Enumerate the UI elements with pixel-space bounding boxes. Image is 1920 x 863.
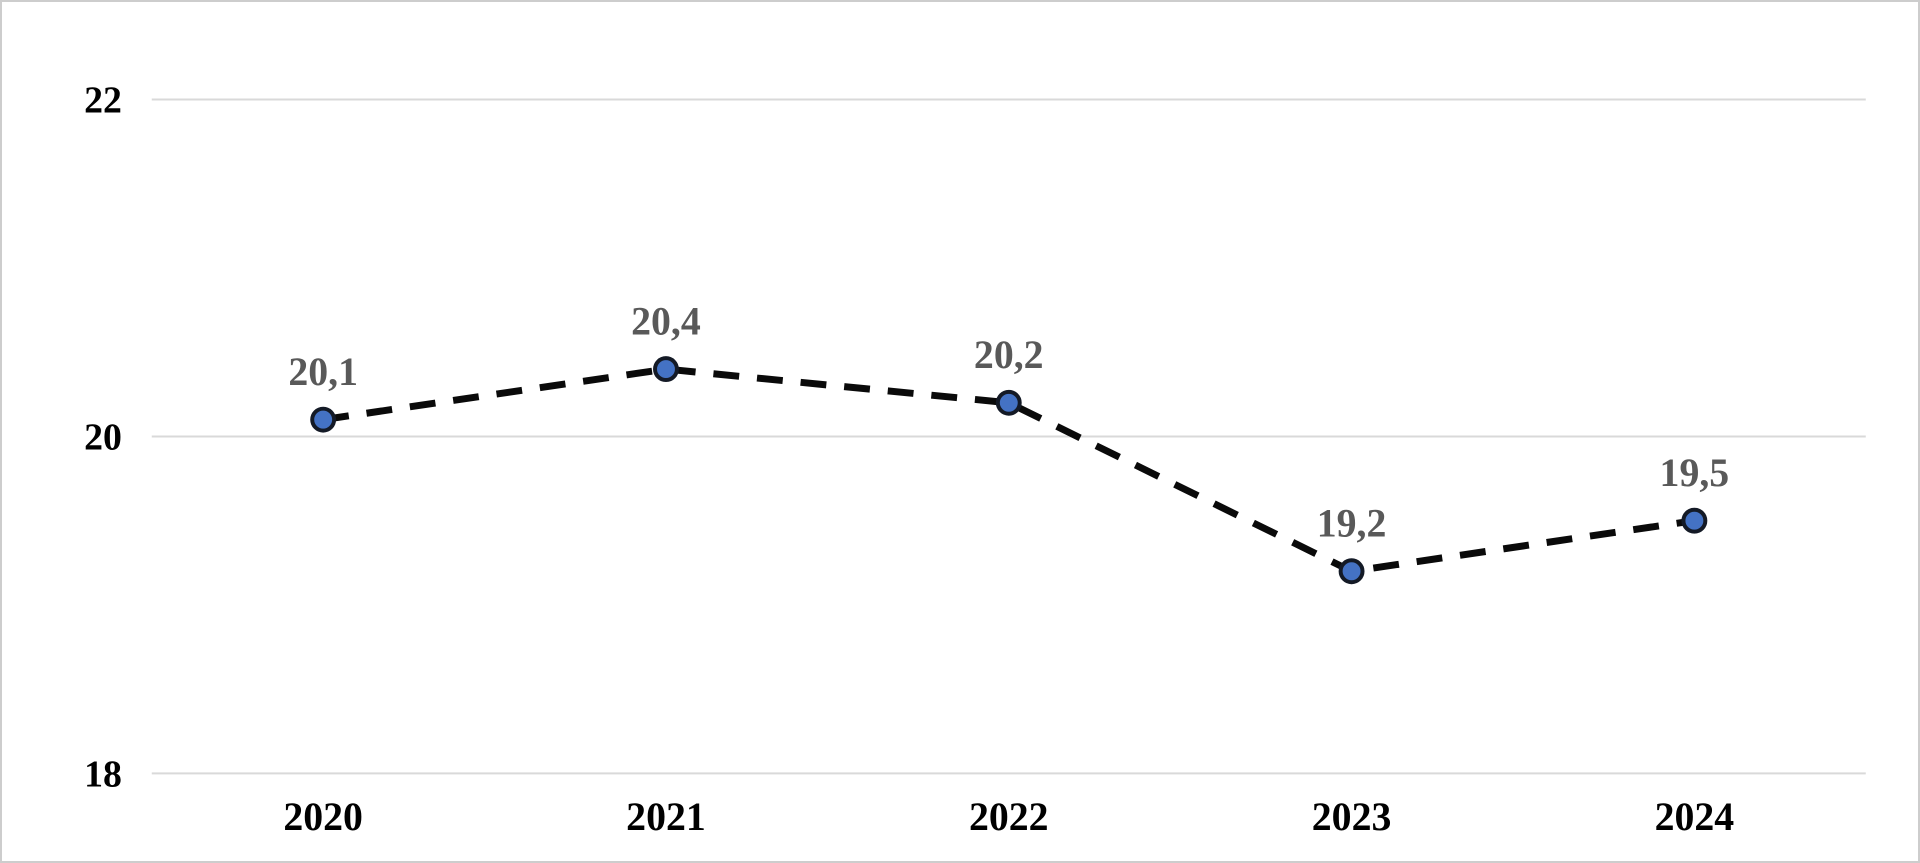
data-labels-layer: 20,1 20,4 20,2 19,2 19,5: [288, 299, 1729, 545]
data-point-marker: [310, 406, 337, 433]
gridlines-layer: [151, 98, 1866, 775]
data-point-label: 19,2: [1317, 501, 1387, 545]
data-point-marker: [1338, 558, 1365, 585]
x-axis-tick-label: 2021: [626, 795, 706, 839]
series-layer: [322, 365, 1695, 575]
x-axis-tick-labels: 2020 2021 2022 2023 2024: [283, 795, 1734, 839]
data-point-marker: [995, 389, 1022, 416]
data-point-label: 20,2: [974, 333, 1044, 377]
data-point-marker: [653, 356, 679, 383]
data-point-marker: [1681, 507, 1708, 534]
y-axis-tick-label: 20: [84, 416, 122, 458]
x-axis-tick-label: 2020: [283, 795, 363, 839]
y-axis-tick-label: 22: [84, 79, 122, 121]
y-axis-tick-labels: 22 20 18: [84, 79, 122, 795]
y-axis-tick-label: 18: [84, 753, 122, 795]
x-axis-tick-label: 2024: [1655, 795, 1735, 839]
data-point-label: 20,1: [288, 350, 358, 394]
data-points-layer: [310, 356, 1708, 585]
data-point-label: 20,4: [631, 299, 701, 343]
data-point-label: 19,5: [1660, 451, 1730, 495]
x-axis-tick-label: 2022: [969, 795, 1049, 839]
series-dashed-line: [322, 365, 1695, 575]
x-axis-tick-label: 2023: [1312, 795, 1392, 839]
